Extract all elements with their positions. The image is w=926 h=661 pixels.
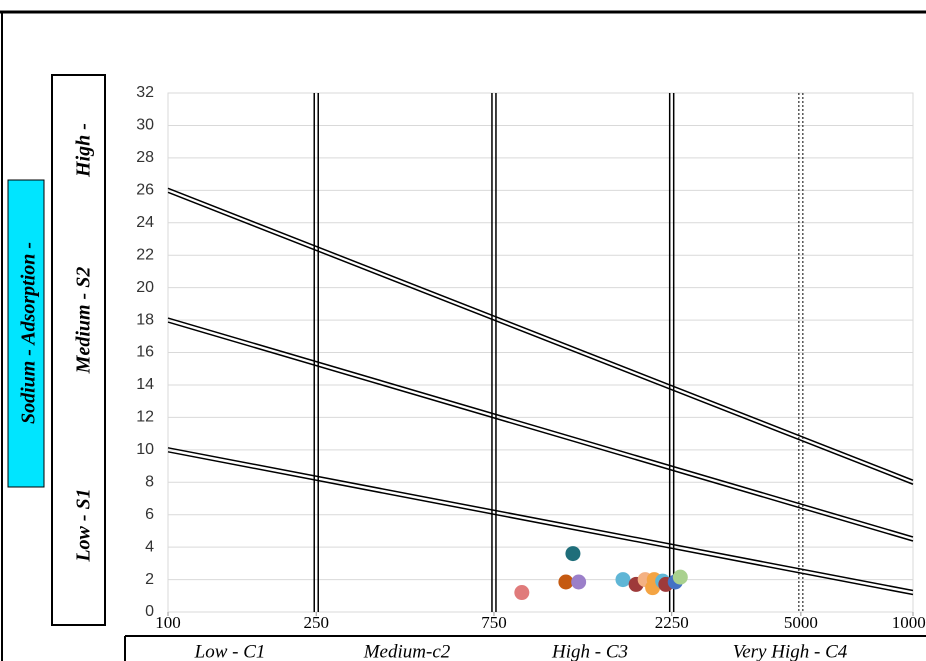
y-tick-label: 32 xyxy=(136,84,154,101)
y-tick-label: 16 xyxy=(136,344,154,361)
y-zone: High - xyxy=(73,123,95,178)
y-title-box xyxy=(7,179,45,488)
x-zone: Medium-c2 xyxy=(363,641,451,661)
y-tick-label: 8 xyxy=(145,473,154,490)
x-zone: Low - C1 xyxy=(194,641,266,661)
data-point xyxy=(514,585,530,601)
zone-box xyxy=(51,74,106,626)
x-tick-label: 250 xyxy=(303,613,329,632)
x-zone: High - C3 xyxy=(551,641,628,661)
data-point xyxy=(571,574,587,590)
x-tick-label: 10000 xyxy=(892,613,926,632)
y-tick-label: 2 xyxy=(145,571,154,588)
y-zone: Low - S1 xyxy=(73,488,95,562)
x-tick-label: 100 xyxy=(155,613,181,632)
y-tick-label: 26 xyxy=(136,182,154,199)
y-tick-label: 12 xyxy=(136,409,154,426)
boundary-line xyxy=(167,187,914,481)
x-tick-label: 5000 xyxy=(784,613,818,632)
y-axis-title: Sodium - Adsorption - xyxy=(18,242,40,424)
y-tick-label: 4 xyxy=(145,538,154,555)
x-zone: Very High - C4 xyxy=(733,641,848,661)
y-tick-label: 20 xyxy=(136,279,154,296)
boundary-line xyxy=(167,447,914,592)
data-point xyxy=(565,546,581,562)
boundary-line xyxy=(167,321,914,542)
boundary-line xyxy=(167,317,914,538)
data-point xyxy=(615,572,631,588)
y-tick-label: 14 xyxy=(136,376,154,393)
y-tick-label: 28 xyxy=(136,149,154,166)
y-tick-label: 18 xyxy=(136,311,154,328)
y-zone: Medium - S2 xyxy=(73,267,95,375)
x-tick-label: 2250 xyxy=(655,613,689,632)
boundary-line xyxy=(167,451,914,596)
y-tick-label: 30 xyxy=(136,117,154,134)
boundary-line xyxy=(167,191,914,485)
data-point xyxy=(558,574,574,590)
y-tick-label: 0 xyxy=(145,603,154,620)
data-point xyxy=(672,569,688,585)
y-tick-label: 10 xyxy=(136,441,154,458)
y-tick-label: 22 xyxy=(136,246,154,263)
y-tick-label: 24 xyxy=(136,214,154,231)
y-tick-label: 6 xyxy=(145,506,154,523)
x-tick-label: 750 xyxy=(481,613,507,632)
